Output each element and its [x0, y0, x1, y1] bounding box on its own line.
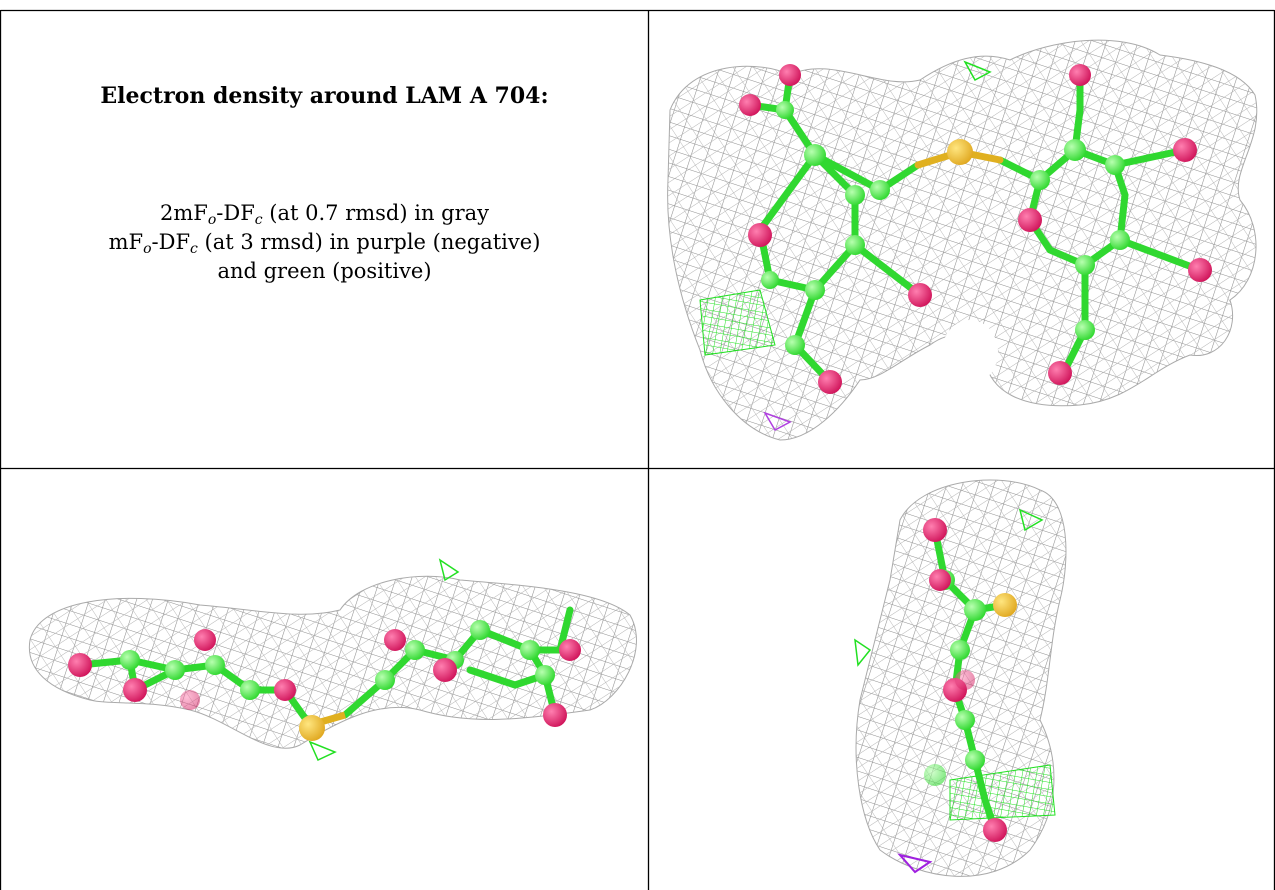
atom [870, 180, 890, 200]
atom [470, 620, 490, 640]
density-mesh [667, 39, 1258, 441]
text: (at 3 rmsd) in purple (negative) [197, 230, 541, 254]
atom [924, 764, 946, 786]
atom [205, 655, 225, 675]
atom [955, 670, 975, 690]
atom [1105, 155, 1125, 175]
atom [240, 680, 260, 700]
density-mesh [942, 320, 998, 384]
text: -DF [216, 201, 255, 225]
atom [947, 139, 973, 165]
atom [68, 653, 92, 677]
bond [996, 145, 1129, 269]
density-mesh [699, 289, 776, 356]
text: and green (positive) [217, 259, 432, 283]
density-mesh [763, 411, 792, 432]
subscript: c [190, 241, 198, 257]
density-mesh [854, 508, 1044, 667]
atom [950, 640, 970, 660]
density-mesh [68, 629, 581, 727]
atom [964, 599, 986, 621]
density-mesh [120, 620, 555, 700]
subscript: o [207, 212, 217, 228]
atom [123, 678, 147, 702]
atom [375, 670, 395, 690]
atom [1048, 361, 1072, 385]
atom [559, 639, 581, 661]
caption-lines: 2mFo-DFc (at 0.7 rmsd) in gray mFo-DFc (… [1, 199, 648, 286]
atom [1064, 139, 1086, 161]
atom [535, 665, 555, 685]
atom [845, 235, 865, 255]
atom [194, 629, 216, 651]
caption-line: and green (positive) [1, 257, 648, 286]
density-mesh [761, 101, 1130, 355]
density-view-end [854, 479, 1067, 877]
subscript: o [143, 241, 152, 257]
atom [739, 94, 761, 116]
atom [983, 818, 1007, 842]
bond [1116, 236, 1204, 274]
atom [1173, 138, 1197, 162]
text: -DF [151, 230, 191, 254]
atom [1075, 255, 1095, 275]
atom [845, 185, 865, 205]
atom [1110, 230, 1130, 250]
atom [1069, 64, 1091, 86]
atom [1018, 208, 1042, 232]
text: (at 0.7 rmsd) in gray [262, 201, 490, 225]
atom [776, 101, 794, 119]
atom [779, 64, 801, 86]
caption-title: Electron density around LAM A 704: [100, 83, 549, 109]
atom [908, 283, 932, 307]
text: mF [108, 230, 144, 254]
bond [1071, 71, 1084, 154]
density-mesh [308, 558, 460, 762]
atom [748, 223, 772, 247]
atom [818, 370, 842, 394]
atom [180, 690, 200, 710]
density-view-top [667, 39, 1258, 441]
density-mesh [28, 575, 637, 749]
atom [993, 593, 1017, 617]
atom [405, 640, 425, 660]
caption-line: mFo-DFc (at 3 rmsd) in purple (negative) [1, 228, 648, 257]
density-view-side [28, 558, 637, 762]
atom [299, 715, 325, 741]
atom [433, 658, 457, 682]
atom [1075, 320, 1095, 340]
atom [923, 518, 947, 542]
atom [955, 710, 975, 730]
density-mesh [923, 518, 1007, 842]
atom [520, 640, 540, 660]
atom [761, 271, 779, 289]
atom [543, 703, 567, 727]
atom [274, 679, 296, 701]
atom [1030, 170, 1050, 190]
atom [785, 335, 805, 355]
atom [120, 650, 140, 670]
atom [165, 660, 185, 680]
caption-cell: Electron density around LAM A 704: 2mFo-… [1, 11, 648, 468]
atom [804, 144, 826, 166]
bond [851, 241, 924, 299]
density-mesh [739, 64, 1212, 394]
atom [965, 750, 985, 770]
atom [384, 629, 406, 651]
atom [929, 569, 951, 591]
subscript: c [254, 212, 263, 228]
atom [805, 280, 825, 300]
density-mesh [963, 60, 992, 82]
density-mesh [897, 853, 933, 874]
caption-line: 2mFo-DFc (at 0.7 rmsd) in gray [1, 199, 648, 228]
text: 2mF [159, 201, 208, 225]
atom [1188, 258, 1212, 282]
